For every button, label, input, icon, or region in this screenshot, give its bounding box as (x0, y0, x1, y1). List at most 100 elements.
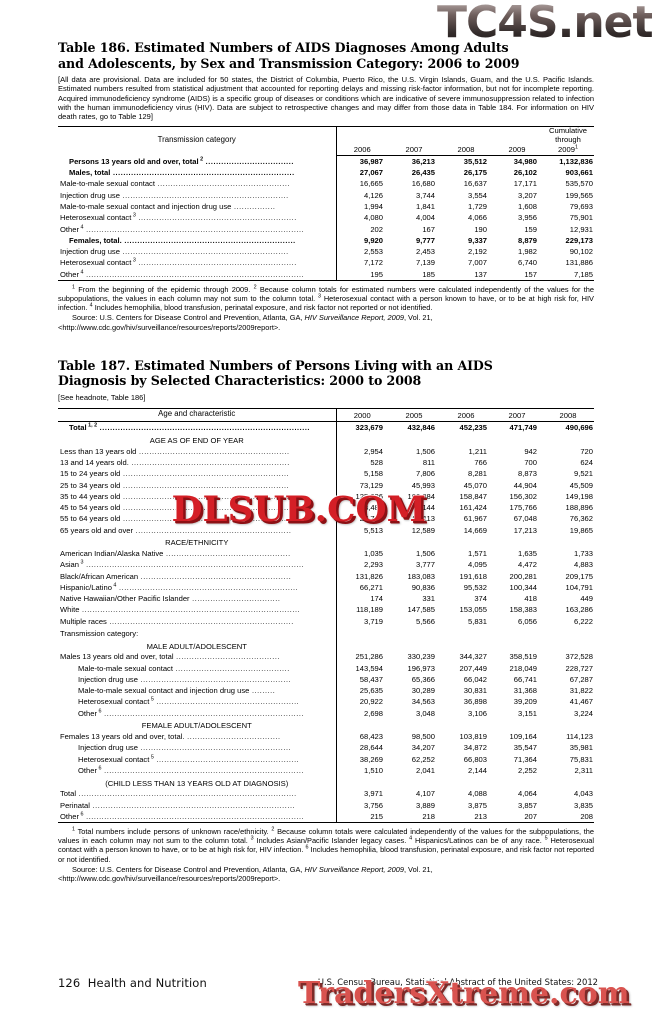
data-cell: 4,043 (573, 789, 593, 799)
data-cell: 195 (370, 269, 383, 279)
data-cell: 75,901 (569, 213, 593, 223)
data-cell: 41,467 (569, 697, 593, 707)
data-cell: 208 (580, 811, 593, 821)
data-cell: 323,679 (355, 423, 383, 433)
leader-dots: ........................................… (116, 582, 299, 592)
leader-dots: ........................................… (79, 605, 301, 615)
table-187-title: Table 187. Estimated Numbers of Persons … (58, 357, 493, 389)
source-publication: HIV Surveillance Report, 2009 (304, 864, 404, 874)
data-cell: 209,175 (565, 571, 593, 581)
section-empty-cell (492, 639, 542, 651)
data-cell: 153,055 (459, 605, 487, 615)
data-cell: 200,281 (509, 571, 537, 581)
leader-dots: ........................................… (101, 765, 305, 775)
data-cell: 3,756 (363, 800, 383, 810)
data-cell: 16,680 (411, 179, 435, 189)
data-cell: 9,920 (363, 235, 383, 245)
table-row: Heterosexual contact 3 .................… (58, 257, 594, 269)
table-row: Injection drug use .....................… (58, 189, 594, 201)
section-empty-cell (440, 719, 492, 731)
data-cell: 73,129 (359, 480, 383, 490)
section-empty-cell (336, 719, 388, 731)
data-cell: 218 (422, 811, 435, 821)
row-label: 25 to 34 years old .....................… (58, 479, 337, 491)
data-cell: 2,192 (467, 247, 487, 257)
table-row: Asian 3 ................................… (58, 559, 594, 571)
leader-dots: .................................... (184, 732, 281, 742)
leader-dots: ......... (249, 686, 276, 696)
section-empty-cell (388, 536, 440, 548)
data-cell: 98,500 (411, 732, 435, 742)
table-row: Heterosexual contact 3 .................… (58, 212, 594, 224)
col-header-2008: 2008 (440, 144, 492, 156)
table-186-source-text: Source: U.S. Centers for Disease Control… (58, 313, 594, 331)
data-cell: 229,173 (565, 235, 593, 245)
data-cell: 161,424 (459, 503, 487, 513)
data-cell: 3,719 (363, 616, 383, 626)
row-label: Native Hawaiian/Other Pacific Islander .… (58, 593, 337, 605)
data-cell: 2,453 (415, 247, 435, 257)
data-cell: 175,766 (509, 503, 537, 513)
leader-dots: ........................................… (83, 560, 305, 570)
table-186-header-row: Transmission category Cumulative through (58, 126, 594, 156)
row-label: American Indian/Alaska Native ..........… (58, 547, 337, 560)
table-row: Black/African American .................… (58, 570, 594, 582)
data-cell: 3,224 (573, 708, 593, 718)
row-label-text: 65 years old and over (60, 525, 134, 535)
page-content: Table 186. Estimated Numbers of AIDS Dia… (58, 40, 594, 883)
section-heading: (CHILD LESS THAN 13 YEARS OLD AT DIAGNOS… (58, 776, 337, 789)
data-cell: 27,717 (359, 514, 383, 524)
data-cell: 45,509 (569, 480, 593, 490)
data-cell: 3,048 (415, 708, 435, 718)
table-186-stub-header: Transmission category (58, 126, 337, 156)
row-label: White ..................................… (58, 604, 337, 616)
data-cell: 35,981 (569, 743, 593, 753)
data-cell: 158,847 (459, 491, 487, 501)
row-label-text: American Indian/Alaska Native (60, 549, 164, 559)
cumulative-footnote-marker: 1 (574, 144, 578, 151)
table-187-source: Source: U.S. Centers for Disease Control… (58, 865, 594, 883)
data-cell: 8,281 (467, 469, 487, 479)
data-cell: 158,383 (509, 605, 537, 615)
table-row: Other 4 ................................… (58, 223, 594, 235)
row-label-text: Native Hawaiian/Other Pacific Islander (60, 594, 190, 604)
table-row: Other 4 ................................… (58, 268, 594, 280)
data-cell: 8,873 (517, 469, 537, 479)
table-row: Perinatal ..............................… (58, 799, 594, 811)
row-label-text: Heterosexual contact (78, 754, 150, 764)
data-cell: 118,189 (356, 605, 383, 615)
data-cell: 3,207 (517, 190, 537, 200)
leader-dots: ........................................… (121, 235, 296, 245)
row-label-text: 35 to 44 years old (60, 491, 121, 501)
row-label-text: Males, total (69, 168, 111, 178)
data-cell: 251,286 (355, 652, 383, 662)
data-cell: 163,286 (565, 605, 593, 615)
data-cell: 4,064 (517, 789, 537, 799)
data-cell: 66,042 (463, 674, 487, 684)
footnote-marker: 4 (79, 269, 84, 276)
section-empty-cell (542, 639, 594, 651)
data-cell: 330,239 (407, 652, 435, 662)
data-cell: 38,269 (359, 754, 383, 764)
data-cell: 27,067 (359, 168, 383, 178)
table-187-body: Total 1, 2 .............................… (58, 421, 594, 822)
data-cell: 36,213 (411, 156, 435, 166)
data-cell: 45,993 (411, 480, 435, 490)
col-header-2006: 2006 (336, 144, 388, 156)
row-label: Females 13 years old and over, total. ..… (58, 730, 337, 743)
data-cell: 3,106 (467, 708, 487, 718)
data-cell: 61,967 (463, 514, 487, 524)
data-cell: 67,287 (569, 674, 593, 684)
data-cell: 26,435 (411, 168, 435, 178)
data-cell: 149,198 (565, 491, 593, 501)
data-cell: 942 (524, 446, 537, 456)
footnote-marker: 3 (79, 559, 84, 566)
row-label-text: Heterosexual contact (60, 258, 132, 268)
row-label-text: Perinatal (60, 800, 90, 810)
data-cell: 26,175 (463, 168, 487, 178)
table-row: Total ..................................… (58, 788, 594, 800)
table-row: White ..................................… (58, 604, 594, 616)
data-cell: 7,172 (363, 258, 383, 268)
data-cell: 34,980 (513, 156, 537, 166)
table-187-stub-header: Age and characteristic (58, 408, 337, 423)
